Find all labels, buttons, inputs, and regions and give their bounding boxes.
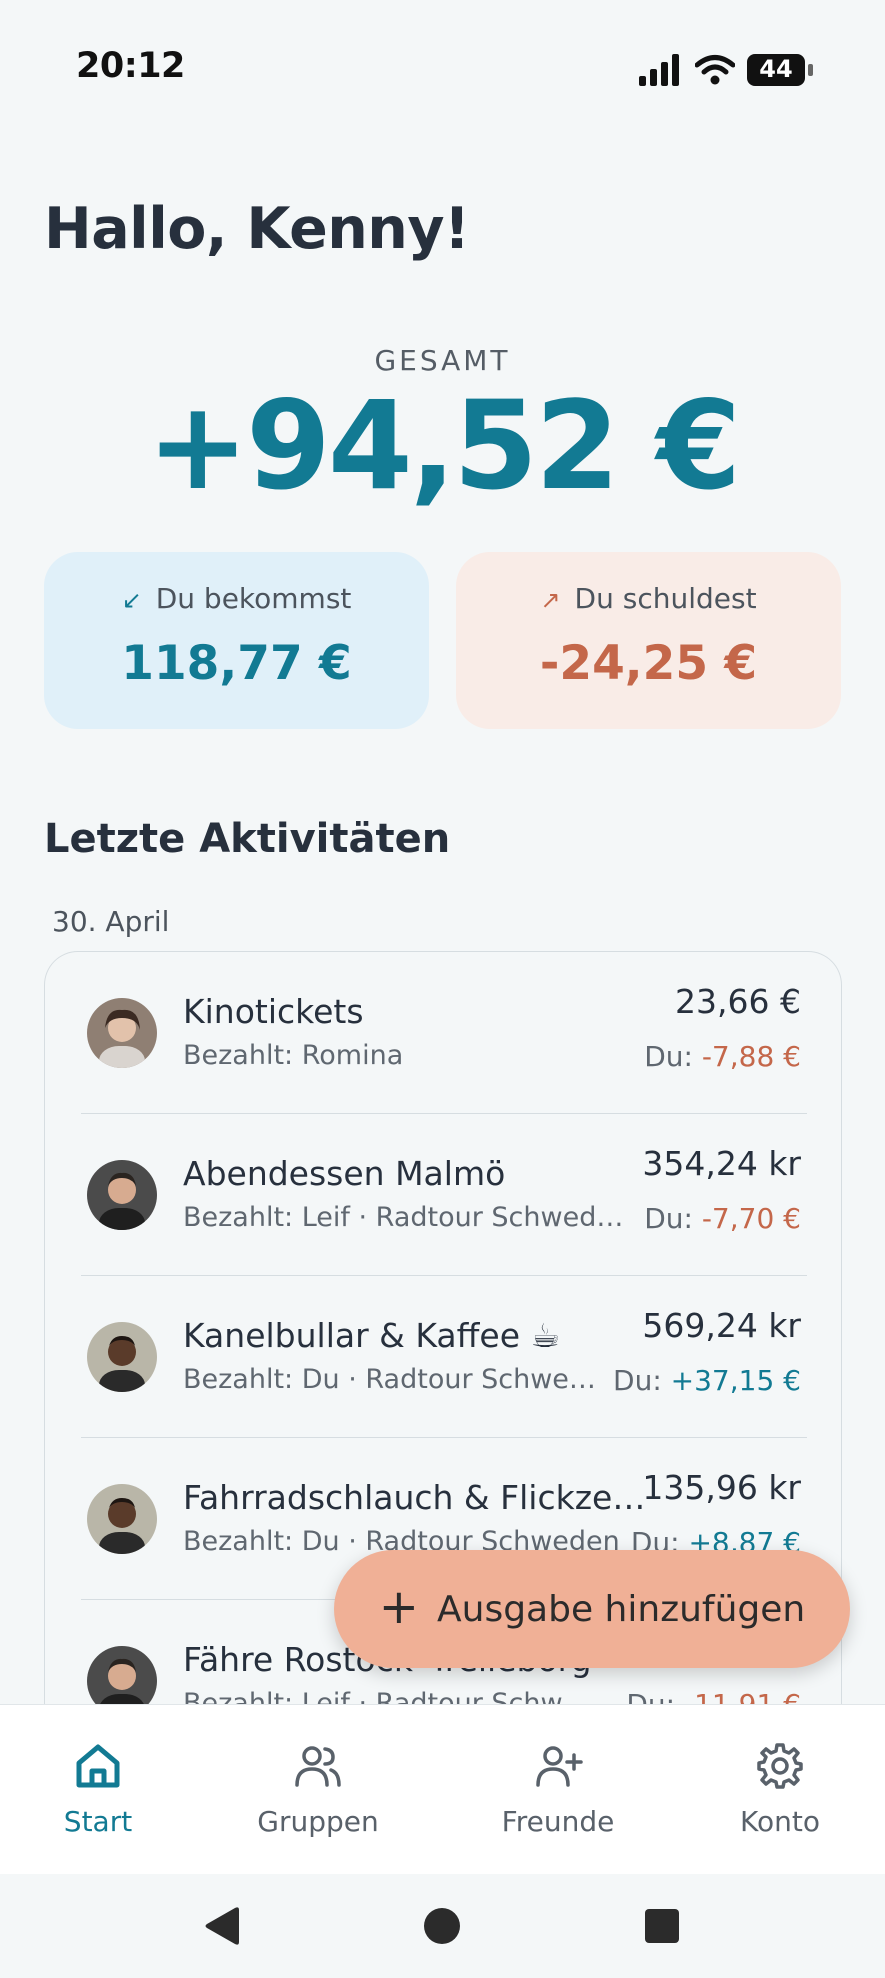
receive-card[interactable]: ↙ Du bekommst 118,77 € xyxy=(44,552,429,729)
nav-label: Gruppen xyxy=(257,1805,379,1838)
battery-level: 44 xyxy=(759,55,793,83)
activity-title: Abendessen Malmö xyxy=(183,1154,506,1193)
gear-icon xyxy=(757,1743,803,1789)
plus-icon: + xyxy=(378,1579,419,1635)
arrow-up-right-icon: ↗ xyxy=(540,586,561,614)
activity-row[interactable]: Kinotickets Bezahlt: Romina 23,66 € Du: … xyxy=(45,952,841,1114)
nav-start[interactable]: Start xyxy=(8,1705,188,1875)
back-icon[interactable] xyxy=(203,1906,241,1946)
activity-amount: 135,96 kr xyxy=(642,1468,801,1507)
add-expense-button[interactable]: + Ausgabe hinzufügen xyxy=(334,1550,850,1668)
nav-label: Konto xyxy=(740,1805,820,1838)
nav-account[interactable]: Konto xyxy=(690,1705,870,1875)
add-friend-icon xyxy=(536,1746,583,1787)
avatar xyxy=(87,998,157,1068)
nav-label: Start xyxy=(63,1805,133,1838)
status-icons: 44 xyxy=(639,50,813,90)
status-time: 20:12 xyxy=(76,46,185,86)
activity-amount: 354,24 kr xyxy=(642,1144,801,1183)
activity-amount: 569,24 kr xyxy=(642,1306,801,1345)
activity-list: Kinotickets Bezahlt: Romina 23,66 € Du: … xyxy=(44,951,842,1731)
activity-share: Du: +37,15 € xyxy=(613,1364,801,1397)
arrow-down-left-icon: ↙ xyxy=(121,586,142,614)
nav-label: Freunde xyxy=(501,1805,615,1838)
section-title: Letzte Aktivitäten xyxy=(44,816,451,862)
receive-label: Du bekommst xyxy=(155,582,352,615)
nav-groups[interactable]: Gruppen xyxy=(228,1705,408,1875)
date-label: 30. April xyxy=(52,905,170,938)
owe-amount: -24,25 € xyxy=(539,636,758,691)
owe-card[interactable]: ↗ Du schuldest -24,25 € xyxy=(456,552,841,729)
avatar xyxy=(87,1484,157,1554)
activity-subtitle: Bezahlt: Romina xyxy=(183,1040,404,1071)
battery-icon: 44 xyxy=(747,54,813,86)
total-label: GESAMT xyxy=(374,344,511,377)
add-expense-label: Ausgabe hinzufügen xyxy=(437,1588,806,1630)
activity-row[interactable]: Abendessen Malmö Bezahlt: Leif · Radtour… xyxy=(45,1114,841,1276)
home-icon xyxy=(76,1744,120,1788)
recents-icon[interactable] xyxy=(645,1909,679,1943)
bottom-nav: Start Gruppen Freunde Konto xyxy=(0,1704,885,1875)
home-button-icon[interactable] xyxy=(423,1907,461,1945)
total-balance: +94,52 € xyxy=(146,375,741,517)
activity-share: Du: -7,88 € xyxy=(644,1040,801,1073)
avatar xyxy=(87,1322,157,1392)
greeting: Hallo, Kenny! xyxy=(44,196,470,262)
activity-amount: 23,66 € xyxy=(675,982,801,1021)
activity-title: Kinotickets xyxy=(183,992,364,1031)
activity-title: Kanelbullar & Kaffee ☕ xyxy=(183,1316,561,1355)
activity-share: Du: -7,70 € xyxy=(644,1202,801,1235)
activity-subtitle: Bezahlt: Du · Radtour Schwe… xyxy=(183,1364,596,1395)
group-icon xyxy=(295,1746,341,1787)
signal-icon xyxy=(639,54,679,86)
activity-title: Fahrradschlauch & Flickze… xyxy=(183,1478,646,1517)
avatar xyxy=(87,1160,157,1230)
activity-row[interactable]: Kanelbullar & Kaffee ☕ Bezahlt: Du · Rad… xyxy=(45,1276,841,1438)
wifi-icon xyxy=(695,55,735,85)
owe-label: Du schuldest xyxy=(574,582,757,615)
system-nav-bar xyxy=(0,1874,885,1978)
receive-amount: 118,77 € xyxy=(121,636,352,691)
nav-friends[interactable]: Freunde xyxy=(468,1705,648,1875)
activity-subtitle: Bezahlt: Leif · Radtour Schwed… xyxy=(183,1202,624,1233)
